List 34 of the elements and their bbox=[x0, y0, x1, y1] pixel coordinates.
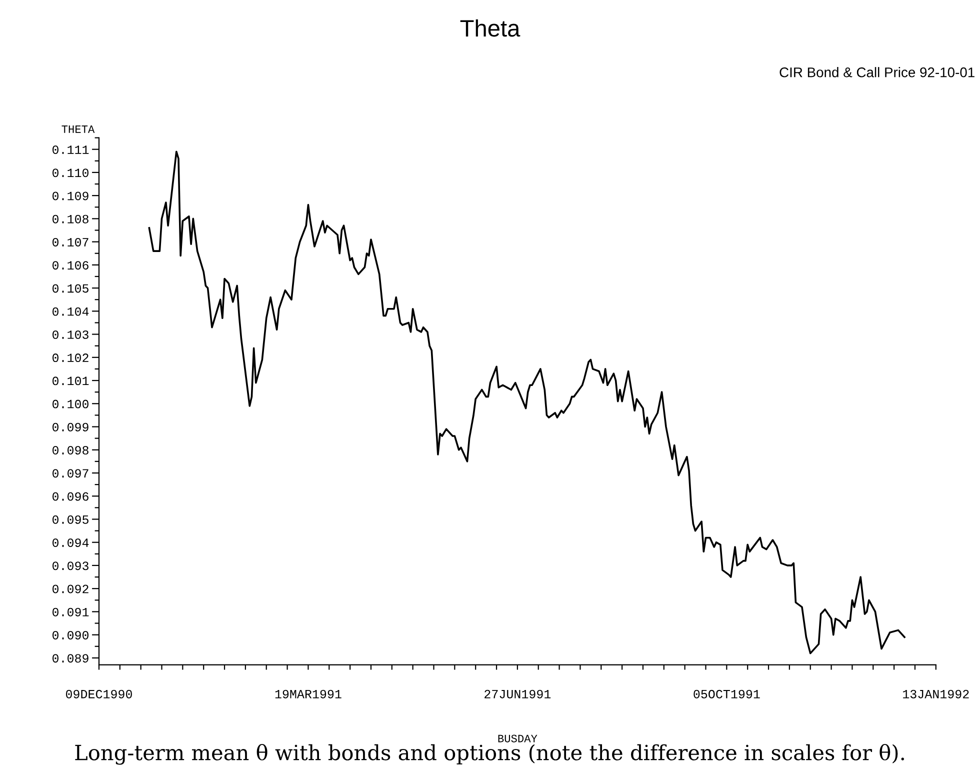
y-tick-label: 0.101 bbox=[52, 376, 89, 386]
y-tick-label: 0.106 bbox=[52, 261, 88, 270]
text: CIR Bond & Call Price 92-10-01 bbox=[780, 67, 974, 78]
y-tick-label: 0.093 bbox=[52, 562, 88, 570]
y-tick-label: 0.095 bbox=[52, 515, 88, 524]
text: Long-term mean θ with bonds and options (note the difference in scales for θ). bbox=[75, 744, 904, 765]
y-tick-label: 0.108 bbox=[52, 214, 88, 224]
y-tick-label: 0.104 bbox=[52, 307, 89, 316]
x-tick-label: 19MAR1991 bbox=[275, 690, 342, 698]
y-tick-label: 0.096 bbox=[52, 492, 88, 501]
x-tick-label: 27JUN1991 bbox=[484, 690, 551, 698]
y-tick-label: 0.089 bbox=[52, 654, 88, 663]
chart-title: Theta bbox=[460, 19, 520, 37]
y-tick-label: 0.098 bbox=[52, 446, 88, 455]
y-tick-label: 0.091 bbox=[52, 608, 89, 616]
y-tick-label: 0.097 bbox=[52, 469, 88, 478]
x-tick-label: 05OCT1991 bbox=[694, 690, 760, 698]
y-tick-label: 0.099 bbox=[52, 422, 88, 432]
y-tick-label: 0.109 bbox=[52, 192, 88, 200]
y-tick-label: 0.094 bbox=[52, 538, 89, 547]
line-series bbox=[148, 150, 906, 654]
y-tick-label: 0.105 bbox=[52, 284, 88, 293]
y-tick-label: 0.092 bbox=[52, 584, 88, 594]
x-axis-title: BUSDAY bbox=[498, 734, 538, 742]
y-tick-label: 0.110 bbox=[52, 168, 88, 178]
x-tick-label: 09DEC1990 bbox=[66, 690, 132, 698]
y-axis-title: THETA bbox=[62, 126, 95, 133]
x-tick-label: 13JAN1992 bbox=[903, 690, 969, 698]
y-tick-label: 0.111 bbox=[52, 146, 89, 154]
y-tick-label: 0.100 bbox=[52, 400, 88, 408]
y-tick-label: 0.103 bbox=[52, 330, 88, 339]
y-tick-label: 0.090 bbox=[52, 630, 88, 640]
y-tick-label: 0.102 bbox=[52, 354, 88, 362]
y-tick-label: 0.107 bbox=[52, 238, 88, 246]
